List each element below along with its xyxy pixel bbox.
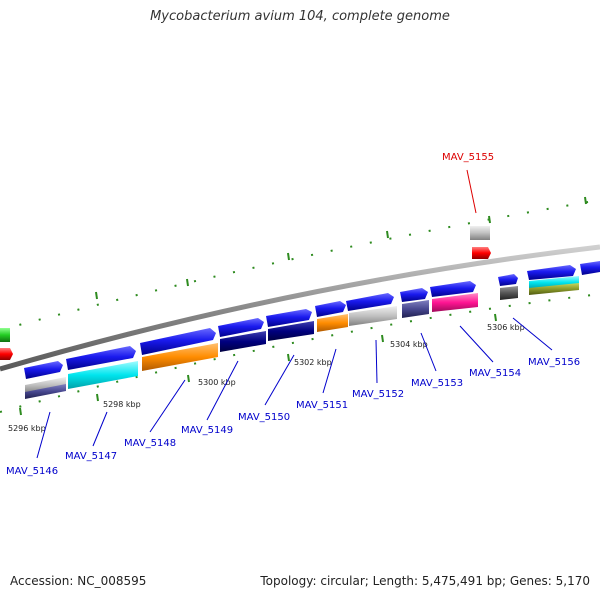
tick-label-5300: 5300 kbp [198, 378, 236, 387]
gene-arrow-mav-5147 [66, 346, 136, 370]
map-title: Mycobacterium avium 104, complete genome [150, 9, 450, 24]
leader-mav-5146 [36, 411, 51, 459]
tick-label-5296: 5296 kbp [8, 424, 46, 433]
leader-mav-5147 [92, 411, 108, 447]
gene-label-mav-5149: MAV_5149 [181, 425, 233, 436]
gene-arrow-edge [580, 261, 600, 275]
leader-mav-5148 [149, 379, 186, 433]
leader-mav-5154 [459, 325, 494, 363]
gene-label-mav-5150: MAV_5150 [238, 412, 290, 423]
tick-label-5298: 5298 kbp [103, 400, 141, 409]
gene-label-mav-5153: MAV_5153 [411, 378, 463, 389]
leader-mav-5155 [466, 169, 477, 214]
cog-mav-5151-orange [317, 314, 348, 332]
cog-boxes [25, 276, 579, 399]
forward-strand-genes [24, 261, 600, 379]
gene-arrow-mav-5150 [266, 309, 312, 327]
genome-backbone [0, 244, 600, 372]
gene-arrow-mav-5146 [24, 361, 63, 379]
gene-arrow-mav-5153 [400, 288, 428, 302]
cog-mav-5148-orange [142, 343, 218, 371]
gene-label-mav-5151: MAV_5151 [296, 400, 348, 411]
gene-label-mav-5156: MAV_5156 [528, 357, 580, 368]
gene-label-mav-5154: MAV_5154 [469, 368, 521, 379]
tick-labels: 5296 kbp 5298 kbp 5300 kbp 5302 kbp 5304… [8, 323, 525, 433]
leader-mav-5151 [322, 348, 337, 394]
gene-label-mav-5155: MAV_5155 [442, 152, 494, 163]
leader-mav-5156 [512, 317, 553, 351]
gene-mav-5155-arrow [472, 247, 491, 259]
gene-labels: MAV_5146 MAV_5147 MAV_5148 MAV_5149 MAV_… [6, 152, 580, 477]
accession-text: Accession: NC_008595 [10, 574, 147, 588]
genome-info-text: Topology: circular; Length: 5,475,491 bp… [260, 574, 590, 588]
left-edge-red-feature [0, 348, 13, 360]
gene-label-mav-5147: MAV_5147 [65, 451, 117, 462]
tick-label-5306: 5306 kbp [487, 323, 525, 332]
gene-arrow-mav-5148 [140, 328, 216, 355]
leader-mav-5150 [264, 354, 295, 406]
tick-label-5304: 5304 kbp [390, 340, 428, 349]
left-edge-green-feature [0, 328, 10, 342]
gene-arrow-mav-5152 [346, 293, 394, 311]
gene-arrow-mav-5149 [218, 318, 264, 337]
cog-mav-5154-magenta [432, 293, 478, 312]
major-ticks [19, 196, 587, 416]
cog-mav-5146-gray [25, 377, 66, 393]
gene-arrow-mav-5151 [315, 301, 346, 317]
cog-mav-5146-navy [25, 384, 66, 399]
gene-mav-5155-cog-gray [470, 226, 490, 240]
cog-mav-5156-cyan [529, 276, 579, 289]
gene-label-mav-5146: MAV_5146 [6, 466, 58, 477]
cog-mav-5150-navy [268, 321, 314, 341]
gene-label-mav-5148: MAV_5148 [124, 438, 176, 449]
cog-mav-5156-dark [500, 286, 518, 300]
cog-mav-5152-gray [349, 306, 397, 326]
leader-mav-5149 [206, 360, 239, 421]
leader-mav-5153 [420, 332, 437, 372]
gene-label-mav-5152: MAV_5152 [352, 389, 404, 400]
label-leader-lines [36, 169, 553, 459]
cog-mav-5149-navy [220, 331, 266, 352]
gene-arrow-mav-5156-b [527, 265, 576, 280]
gene-arrow-mav-5154 [430, 281, 476, 297]
leader-mav-5152 [375, 339, 378, 384]
cog-mav-5147-cyan [68, 361, 138, 389]
cog-mav-5153-slate [402, 300, 429, 318]
tick-label-5302: 5302 kbp [294, 358, 332, 367]
gene-arrow-mav-5156-a [498, 274, 518, 286]
cog-mav-5156-olive [529, 283, 579, 295]
